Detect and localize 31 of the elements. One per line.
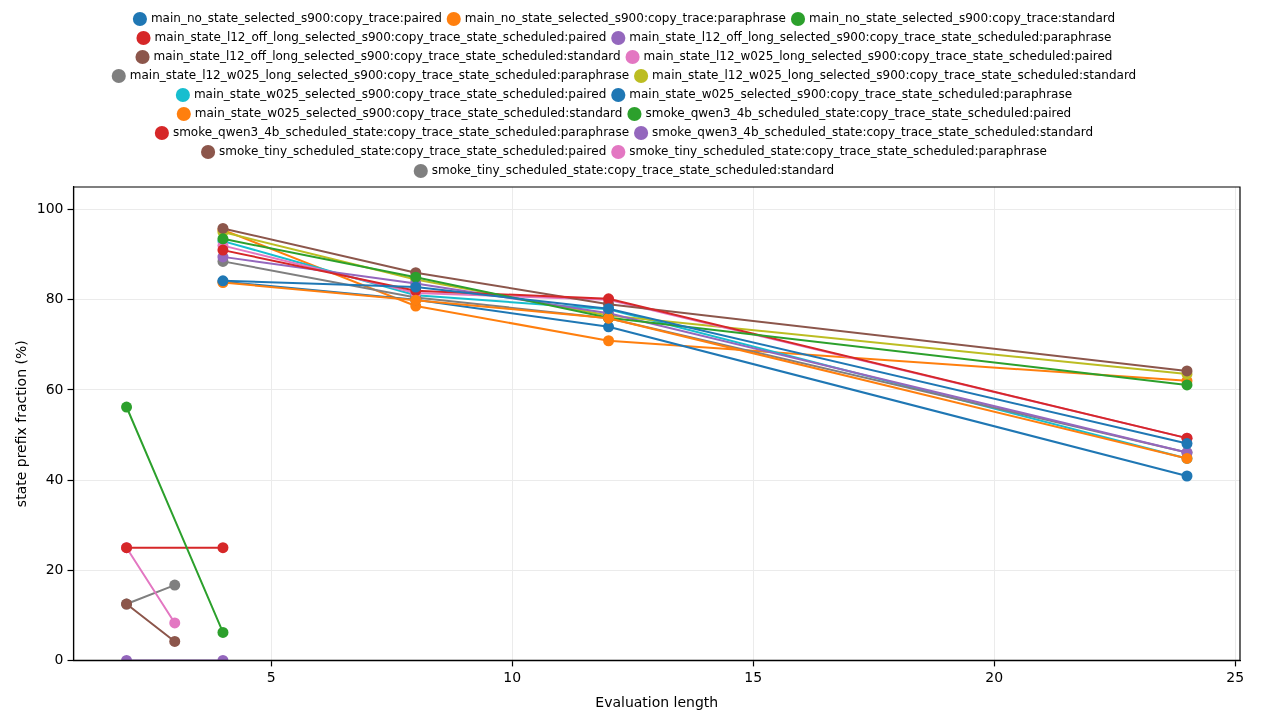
x-axis-title: Evaluation length	[595, 694, 719, 711]
legend-label: main_state_w025_selected_s900:copy_trace_state_scheduled:paired	[193, 87, 607, 102]
legend-label: main_no_state_selected_s900:copy_trace:paired	[150, 11, 442, 26]
legend-label: main_state_l12_w025_long_selected_s900:copy_trace_state_scheduled:paraphrase	[129, 68, 630, 83]
y-tick-label: 100	[36, 200, 64, 217]
legend-label: main_state_l12_off_long_selected_s900:copy_trace_state_scheduled:standard	[153, 49, 621, 64]
x-tick-label: 5	[266, 669, 276, 686]
legend-label: main_state_l12_w025_long_selected_s900:copy_trace_state_scheduled:paired	[643, 49, 1113, 64]
legend-label: smoke_tiny_scheduled_state:copy_trace_state_scheduled:paired	[219, 144, 607, 159]
y-tick-label: 0	[54, 651, 64, 668]
legend-label: main_no_state_selected_s900:copy_trace:paraphrase	[464, 11, 787, 26]
y-tick-label: 80	[45, 290, 64, 307]
x-tick-label: 25	[1226, 669, 1245, 686]
legend-label: main_state_l12_off_long_selected_s900:copy_trace_state_scheduled:paired	[154, 30, 607, 45]
legend-label: main_state_w025_selected_s900:copy_trace_state_scheduled:paraphrase	[629, 87, 1073, 102]
legend-label: smoke_tiny_scheduled_state:copy_trace_state_scheduled:paraphrase	[629, 144, 1047, 159]
y-tick-label: 60	[45, 380, 64, 397]
legend-label: main_no_state_selected_s900:copy_trace:standard	[809, 11, 1116, 26]
legend-label: main_state_l12_w025_long_selected_s900:copy_trace_state_scheduled:standard	[652, 68, 1137, 83]
legend-label: smoke_qwen3_4b_scheduled_state:copy_trace_state_scheduled:paired	[645, 106, 1072, 121]
y-tick-label: 20	[45, 560, 64, 577]
legend-label: smoke_tiny_scheduled_state:copy_trace_state_scheduled:standard	[431, 163, 835, 178]
y-tick-label: 40	[45, 470, 64, 487]
legend-label: smoke_qwen3_4b_scheduled_state:copy_trace_state_scheduled:paraphrase	[172, 125, 630, 140]
legend-label: main_state_l12_off_long_selected_s900:copy_trace_state_scheduled:paraphrase	[629, 30, 1112, 45]
legend-label: smoke_qwen3_4b_scheduled_state:copy_trace_state_scheduled:standard	[652, 125, 1094, 140]
y-axis-title: state prefix fraction (%)	[13, 340, 30, 508]
x-tick-label: 10	[503, 669, 522, 686]
x-tick-label: 15	[744, 669, 763, 686]
legend-label: main_state_w025_selected_s900:copy_trace_state_scheduled:standard	[194, 106, 623, 121]
x-tick-label: 20	[985, 669, 1004, 686]
